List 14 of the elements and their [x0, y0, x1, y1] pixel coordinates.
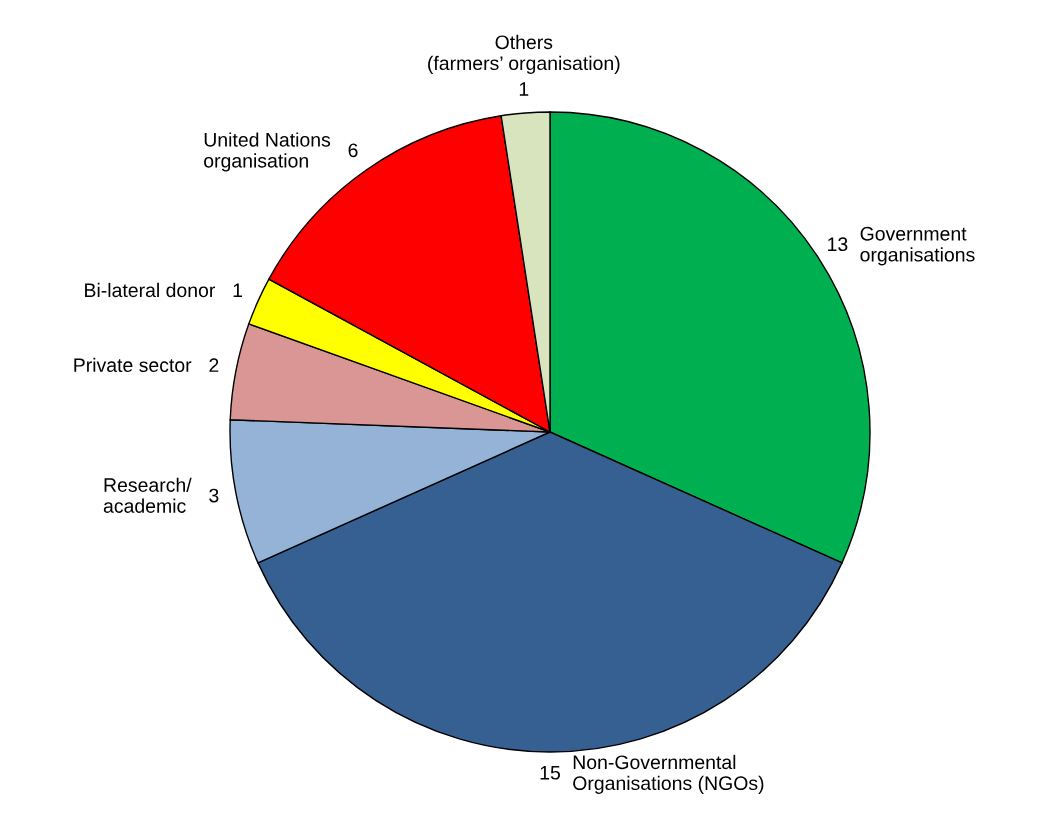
data-label: 6 — [348, 143, 358, 158]
slice-label: Private sector — [74, 357, 192, 373]
data-label: 1 — [233, 283, 243, 297]
slice-label: Bi-lateral donor — [85, 282, 216, 298]
slice-label: Research/ academic — [103, 477, 192, 513]
slice-label: United Nations organisation — [204, 132, 331, 172]
slice-label: Government organisations — [860, 226, 975, 266]
slice-label: Non-Governmental Organisations (NGOs) — [573, 754, 764, 794]
slice-label: Others (farmers’ organisation) — [428, 34, 620, 74]
data-label: 2 — [209, 358, 219, 372]
data-label: 13 — [828, 237, 848, 252]
data-label: 3 — [209, 488, 219, 503]
data-label: 15 — [540, 766, 560, 780]
data-label: 1 — [519, 82, 529, 96]
